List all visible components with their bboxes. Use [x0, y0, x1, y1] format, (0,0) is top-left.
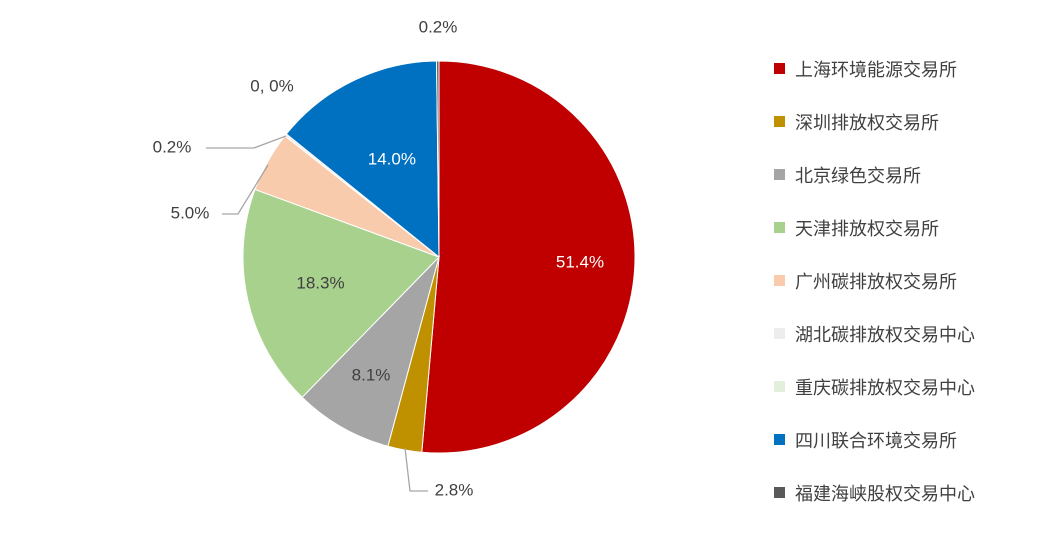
slice-7-data-label: 0, 0% [250, 76, 293, 95]
legend-label: 重庆碳排放权交易中心 [795, 377, 975, 399]
legend-label: 北京绿色交易所 [795, 165, 921, 187]
legend-swatch [774, 434, 785, 445]
slice-5-leader-line [222, 164, 269, 215]
legend-swatch [774, 487, 785, 498]
slice-2-data-label: 2.8% [435, 480, 474, 499]
legend-label: 四川联合环境交易所 [795, 430, 957, 452]
legend-item: 福建海峡股权交易中心 [774, 466, 975, 519]
slice-6-data-label: 0.2% [153, 137, 192, 156]
legend-swatch [774, 275, 785, 286]
slice-4-data-label: 18.3% [296, 273, 344, 292]
legend-item: 深圳排放权交易所 [774, 95, 975, 148]
legend-label: 福建海峡股权交易中心 [795, 483, 975, 505]
legend-item: 四川联合环境交易所 [774, 413, 975, 466]
slice-9 [436, 60, 440, 258]
legend-label: 广州碳排放权交易所 [795, 271, 957, 293]
legend-label: 天津排放权交易所 [795, 218, 939, 240]
legend-item: 上海环境能源交易所 [774, 42, 975, 95]
slice-5-data-label: 5.0% [171, 203, 210, 222]
legend-item: 天津排放权交易所 [774, 201, 975, 254]
legend-label: 上海环境能源交易所 [795, 59, 957, 81]
slice-4 [242, 188, 440, 399]
legend-swatch [774, 116, 785, 127]
slice-8-data-label: 14.0% [368, 150, 416, 169]
legend-swatch [774, 328, 785, 339]
legend-label: 深圳排放权交易所 [795, 112, 939, 134]
legend-label: 湖北碳排放权交易中心 [795, 324, 975, 346]
legend-swatch [774, 381, 785, 392]
legend-swatch [774, 222, 785, 233]
slice-2-leader-line [404, 447, 428, 492]
slice-1 [421, 60, 636, 454]
slice-1-data-label: 51.4% [556, 253, 604, 272]
legend-item: 重庆碳排放权交易中心 [774, 360, 975, 413]
legend-item: 广州碳排放权交易所 [774, 254, 975, 307]
slice-8 [285, 60, 440, 259]
legend-item: 北京绿色交易所 [774, 148, 975, 201]
legend-swatch [774, 63, 785, 74]
legend-swatch [774, 169, 785, 180]
slice-3-data-label: 8.1% [352, 366, 391, 385]
slice-6-leader-line [206, 135, 287, 149]
slice-9-data-label: 0.2% [419, 17, 458, 36]
legend-item: 湖北碳排放权交易中心 [774, 307, 975, 360]
slice-3 [301, 255, 440, 447]
chart-legend: 上海环境能源交易所 深圳排放权交易所 北京绿色交易所 天津排放权交易所 广州碳排放权交易… [774, 42, 975, 519]
